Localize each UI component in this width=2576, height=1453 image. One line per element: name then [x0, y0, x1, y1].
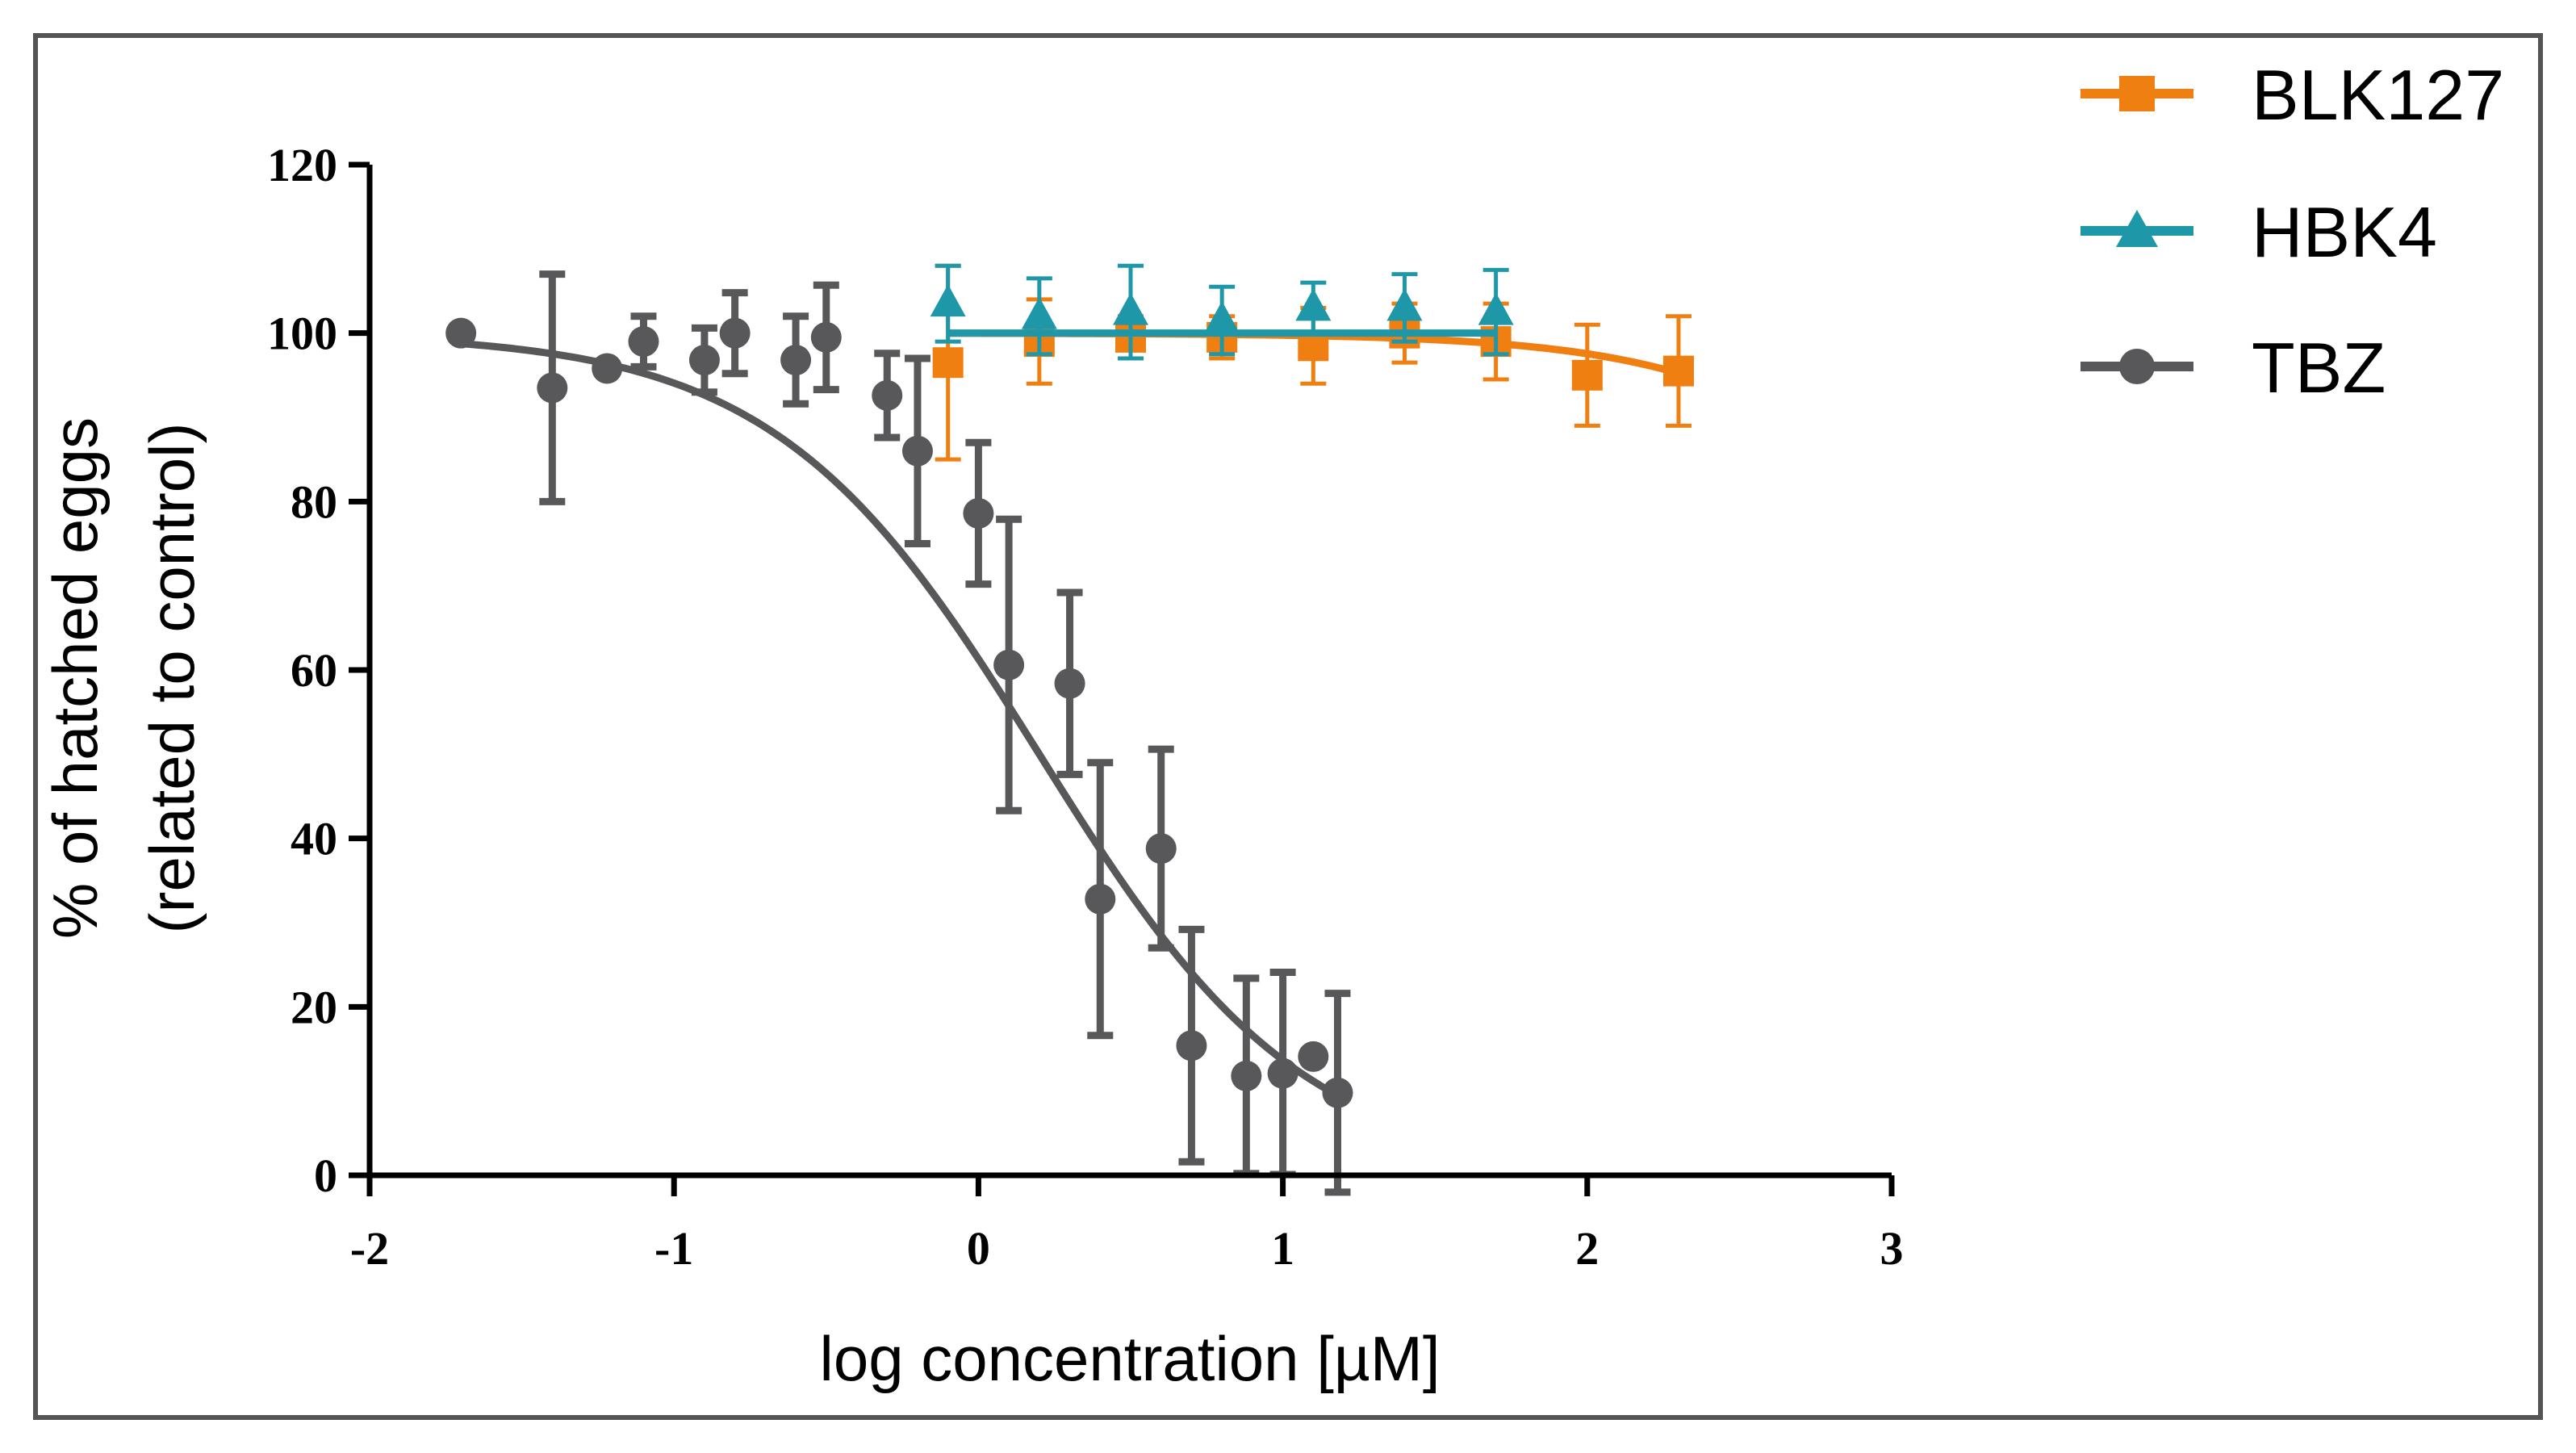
figure-border	[33, 33, 2543, 1420]
data-point-blk127	[1571, 359, 1603, 391]
data-point-tbz	[993, 649, 1025, 680]
y-axis-title-line1: % of hatched eggs	[40, 417, 111, 939]
series-hbk4	[930, 263, 1514, 361]
data-point-tbz	[1145, 833, 1177, 865]
data-point-tbz	[537, 372, 568, 404]
legend-marker-square	[2119, 76, 2155, 111]
legend-marker-circle	[2119, 349, 2155, 384]
data-point-hbk4	[1295, 288, 1332, 321]
data-point-tbz	[1298, 1041, 1329, 1072]
plot-area	[445, 263, 1694, 1196]
y-tick-label: 0	[314, 1149, 337, 1202]
data-point-blk127	[1662, 355, 1694, 387]
data-point-hbk4	[1113, 292, 1148, 325]
data-point-hbk4	[1386, 288, 1423, 321]
data-point-hbk4	[1021, 296, 1057, 329]
legend-item-blk127: BLK127	[2080, 55, 2504, 135]
legend-label-blk127: BLK127	[2252, 55, 2504, 135]
data-point-tbz	[963, 497, 994, 529]
data-point-tbz	[1267, 1057, 1298, 1089]
data-point-tbz	[872, 379, 903, 411]
x-tick-label: -1	[654, 1222, 693, 1275]
data-point-tbz	[1231, 1060, 1262, 1091]
data-point-tbz	[1054, 668, 1085, 699]
data-point-tbz	[1176, 1030, 1207, 1061]
data-point-hbk4	[930, 284, 966, 317]
y-tick-label: 60	[291, 644, 337, 697]
data-point-tbz	[445, 317, 477, 349]
legend-item-tbz: TBZ	[2080, 328, 2386, 408]
data-point-hbk4	[1204, 301, 1240, 334]
x-tick-label: 0	[967, 1222, 990, 1275]
ticks: 0 20 40 60 80 100 120 -2 -1 0 1 2 3	[267, 139, 1904, 1275]
data-point-hbk4	[1478, 292, 1514, 325]
data-point-tbz	[1085, 883, 1116, 915]
data-point-tbz	[810, 321, 842, 353]
x-axis-title: log concentration [µM]	[820, 1323, 1441, 1394]
legend-item-hbk4: HBK4	[2080, 192, 2437, 272]
legend-label-tbz: TBZ	[2252, 328, 2386, 408]
y-tick-label: 120	[267, 139, 337, 191]
x-tick-label: 3	[1880, 1222, 1904, 1275]
x-tick-label: 2	[1575, 1222, 1599, 1275]
data-point-tbz	[628, 326, 659, 358]
y-tick-label: 20	[291, 981, 337, 1033]
data-point-tbz	[901, 435, 933, 467]
data-point-tbz	[780, 345, 812, 376]
data-point-tbz	[688, 345, 720, 376]
x-tick-label: 1	[1271, 1222, 1294, 1275]
legend-label-hbk4: HBK4	[2252, 192, 2437, 272]
data-point-tbz	[1322, 1077, 1353, 1108]
data-point-tbz	[719, 317, 751, 349]
legend: BLK127 HBK4 TBZ	[2080, 55, 2504, 408]
series-tbz	[445, 270, 1353, 1196]
y-axis-title-line2: (related to control)	[136, 423, 207, 934]
data-point-blk127	[932, 347, 964, 379]
legend-marker-triangle	[2116, 210, 2158, 247]
y-tick-label: 100	[267, 308, 337, 360]
y-tick-label: 80	[291, 475, 337, 528]
y-tick-label: 40	[291, 813, 337, 865]
data-point-tbz	[592, 353, 623, 384]
x-tick-label: -2	[350, 1222, 389, 1275]
